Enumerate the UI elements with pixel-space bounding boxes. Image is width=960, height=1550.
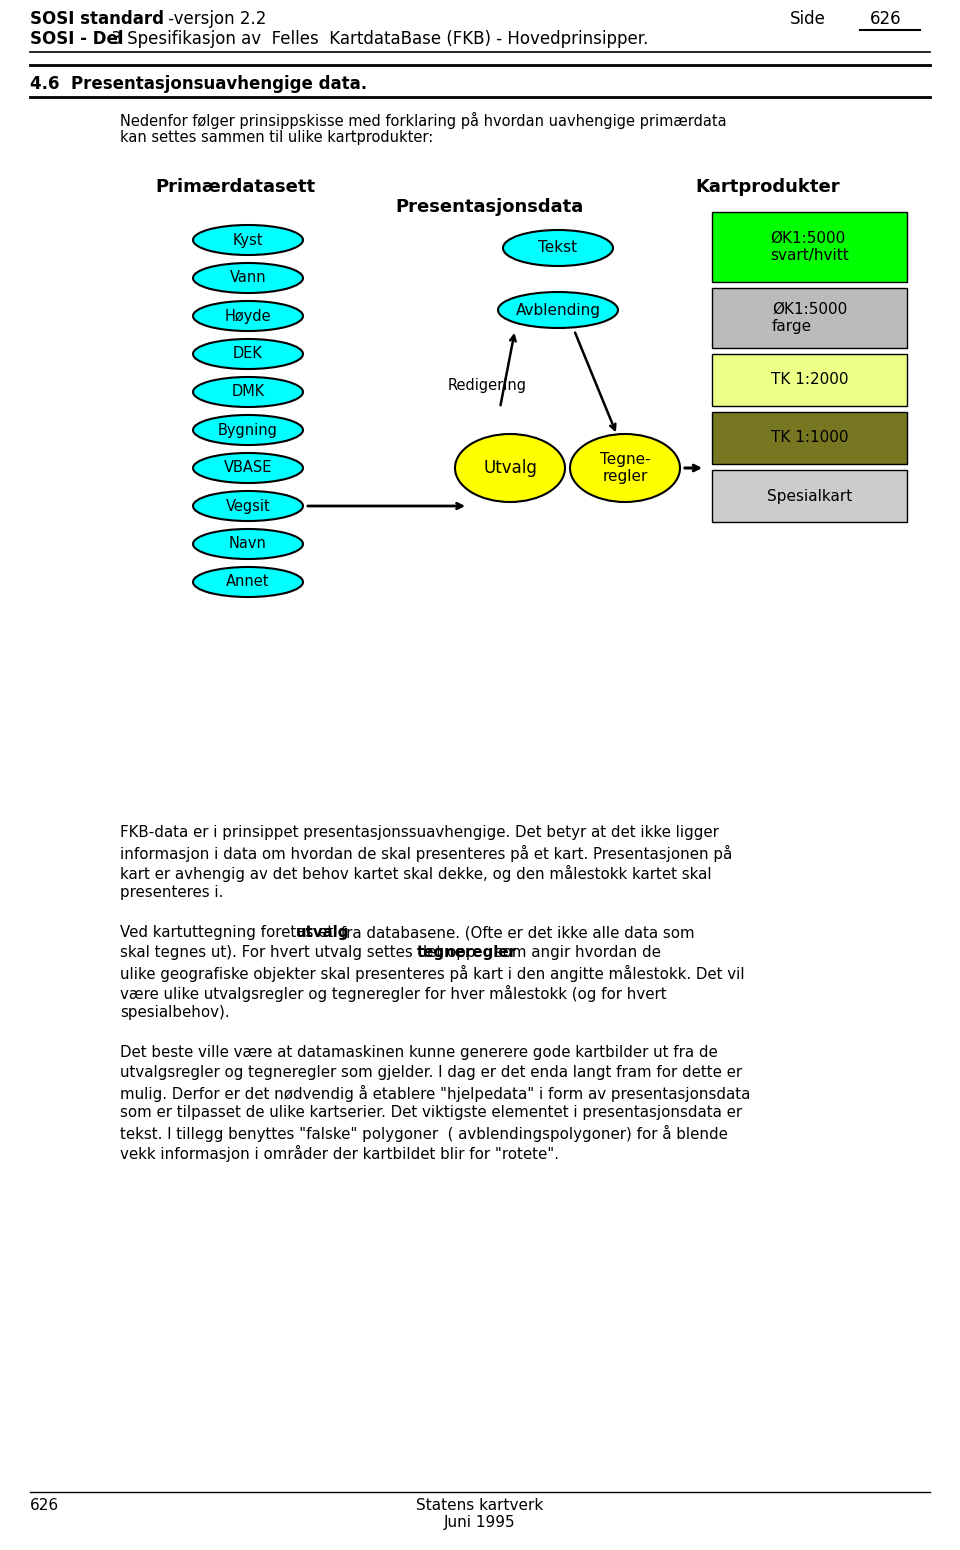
Text: være ulike utvalgsregler og tegneregler for hver målestokk (og for hvert: være ulike utvalgsregler og tegneregler …: [120, 984, 666, 1001]
Text: presenteres i.: presenteres i.: [120, 885, 224, 901]
Ellipse shape: [193, 491, 303, 521]
Text: 4.6  Presentasjonsuavhengige data.: 4.6 Presentasjonsuavhengige data.: [30, 74, 367, 93]
Ellipse shape: [193, 264, 303, 293]
Text: Vegsit: Vegsit: [226, 499, 271, 513]
Text: 626: 626: [870, 9, 901, 28]
Text: kart er avhengig av det behov kartet skal dekke, og den målestokk kartet skal: kart er avhengig av det behov kartet ska…: [120, 865, 711, 882]
Bar: [712, 412, 907, 463]
Ellipse shape: [193, 339, 303, 369]
Text: ØK1:5000
farge: ØK1:5000 farge: [772, 302, 847, 335]
Text: Høyde: Høyde: [225, 308, 272, 324]
Ellipse shape: [570, 434, 680, 502]
Text: Statens kartverk
Juni 1995: Statens kartverk Juni 1995: [417, 1497, 543, 1530]
Text: ØK1:5000
svart/hvitt: ØK1:5000 svart/hvitt: [770, 231, 849, 264]
Ellipse shape: [498, 291, 618, 329]
Text: Primærdatasett: Primærdatasett: [155, 178, 315, 195]
Text: TK 1:2000: TK 1:2000: [771, 372, 849, 388]
Text: 626: 626: [30, 1497, 60, 1513]
Text: informasjon i data om hvordan de skal presenteres på et kart. Presentasjonen på: informasjon i data om hvordan de skal pr…: [120, 845, 732, 862]
Text: Utvalg: Utvalg: [483, 459, 537, 477]
Text: Kyst: Kyst: [232, 232, 263, 248]
Ellipse shape: [455, 434, 565, 502]
Text: Ved kartuttegning foretas et: Ved kartuttegning foretas et: [120, 925, 338, 939]
Text: som er tilpasset de ulike kartserier. Det viktigste elementet i presentasjonsdat: som er tilpasset de ulike kartserier. De…: [120, 1105, 742, 1121]
Text: tegneregler: tegneregler: [417, 946, 516, 959]
Text: skal tegnes ut). For hvert utvalg settes det opp: skal tegnes ut). For hvert utvalg settes…: [120, 946, 480, 959]
Bar: [712, 470, 907, 522]
Text: utvalgsregler og tegneregler som gjelder. I dag er det enda langt fram for dette: utvalgsregler og tegneregler som gjelder…: [120, 1065, 742, 1080]
Text: Presentasjonsdata: Presentasjonsdata: [395, 198, 584, 215]
Text: TK 1:1000: TK 1:1000: [771, 431, 849, 445]
Text: Side: Side: [790, 9, 826, 28]
Text: DEK: DEK: [233, 347, 263, 361]
Ellipse shape: [503, 229, 613, 267]
Bar: [712, 288, 907, 349]
Text: FKB-data er i prinsippet presentasjonssuavhengige. Det betyr at det ikke ligger: FKB-data er i prinsippet presentasjonssu…: [120, 825, 719, 840]
Ellipse shape: [193, 415, 303, 445]
Text: 3 Spesifikasjon av  Felles  KartdataBase (FKB) - Hovedprinsipper.: 3 Spesifikasjon av Felles KartdataBase (…: [106, 29, 648, 48]
Text: tekst. I tillegg benyttes "falske" polygoner  ( avblendingspolygoner) for å blen: tekst. I tillegg benyttes "falske" polyg…: [120, 1125, 728, 1142]
Text: VBASE: VBASE: [224, 460, 273, 476]
Text: Vann: Vann: [229, 271, 266, 285]
Text: Redigering: Redigering: [447, 378, 526, 394]
Text: Navn: Navn: [229, 536, 267, 552]
Bar: [712, 212, 907, 282]
Text: Nedenfor følger prinsippskisse med forklaring på hvordan uavhengige primærdata: Nedenfor følger prinsippskisse med forkl…: [120, 112, 727, 129]
Text: spesialbehov).: spesialbehov).: [120, 1004, 229, 1020]
Text: Tekst: Tekst: [539, 240, 578, 256]
Text: Kartprodukter: Kartprodukter: [695, 178, 840, 195]
Text: Tegne-
regler: Tegne- regler: [600, 451, 650, 484]
Text: Det beste ville være at datamaskinen kunne generere gode kartbilder ut fra de: Det beste ville være at datamaskinen kun…: [120, 1045, 718, 1060]
Text: SOSI standard: SOSI standard: [30, 9, 164, 28]
Text: Bygning: Bygning: [218, 423, 278, 437]
Ellipse shape: [193, 225, 303, 256]
Ellipse shape: [193, 301, 303, 332]
Text: fra databasene. (Ofte er det ikke alle data som: fra databasene. (Ofte er det ikke alle d…: [336, 925, 694, 939]
Text: Spesialkart: Spesialkart: [767, 488, 852, 504]
Ellipse shape: [193, 529, 303, 560]
Text: vekk informasjon i områder der kartbildet blir for "rotete".: vekk informasjon i områder der kartbilde…: [120, 1145, 559, 1162]
Text: ulike geografiske objekter skal presenteres på kart i den angitte målestokk. Det: ulike geografiske objekter skal presente…: [120, 966, 745, 983]
Text: DMK: DMK: [231, 384, 265, 400]
Ellipse shape: [193, 567, 303, 597]
Text: Annet: Annet: [227, 575, 270, 589]
Text: mulig. Derfor er det nødvendig å etablere "hjelpedata" i form av presentasjonsda: mulig. Derfor er det nødvendig å etabler…: [120, 1085, 751, 1102]
Text: utvalg: utvalg: [296, 925, 348, 939]
Text: -versjon 2.2: -versjon 2.2: [163, 9, 266, 28]
Bar: [712, 353, 907, 406]
Ellipse shape: [193, 453, 303, 484]
Text: Avblending: Avblending: [516, 302, 601, 318]
Text: SOSI - Del: SOSI - Del: [30, 29, 124, 48]
Text: kan settes sammen til ulike kartprodukter:: kan settes sammen til ulike kartprodukte…: [120, 130, 433, 146]
Text: som angir hvordan de: som angir hvordan de: [491, 946, 661, 959]
Ellipse shape: [193, 377, 303, 408]
